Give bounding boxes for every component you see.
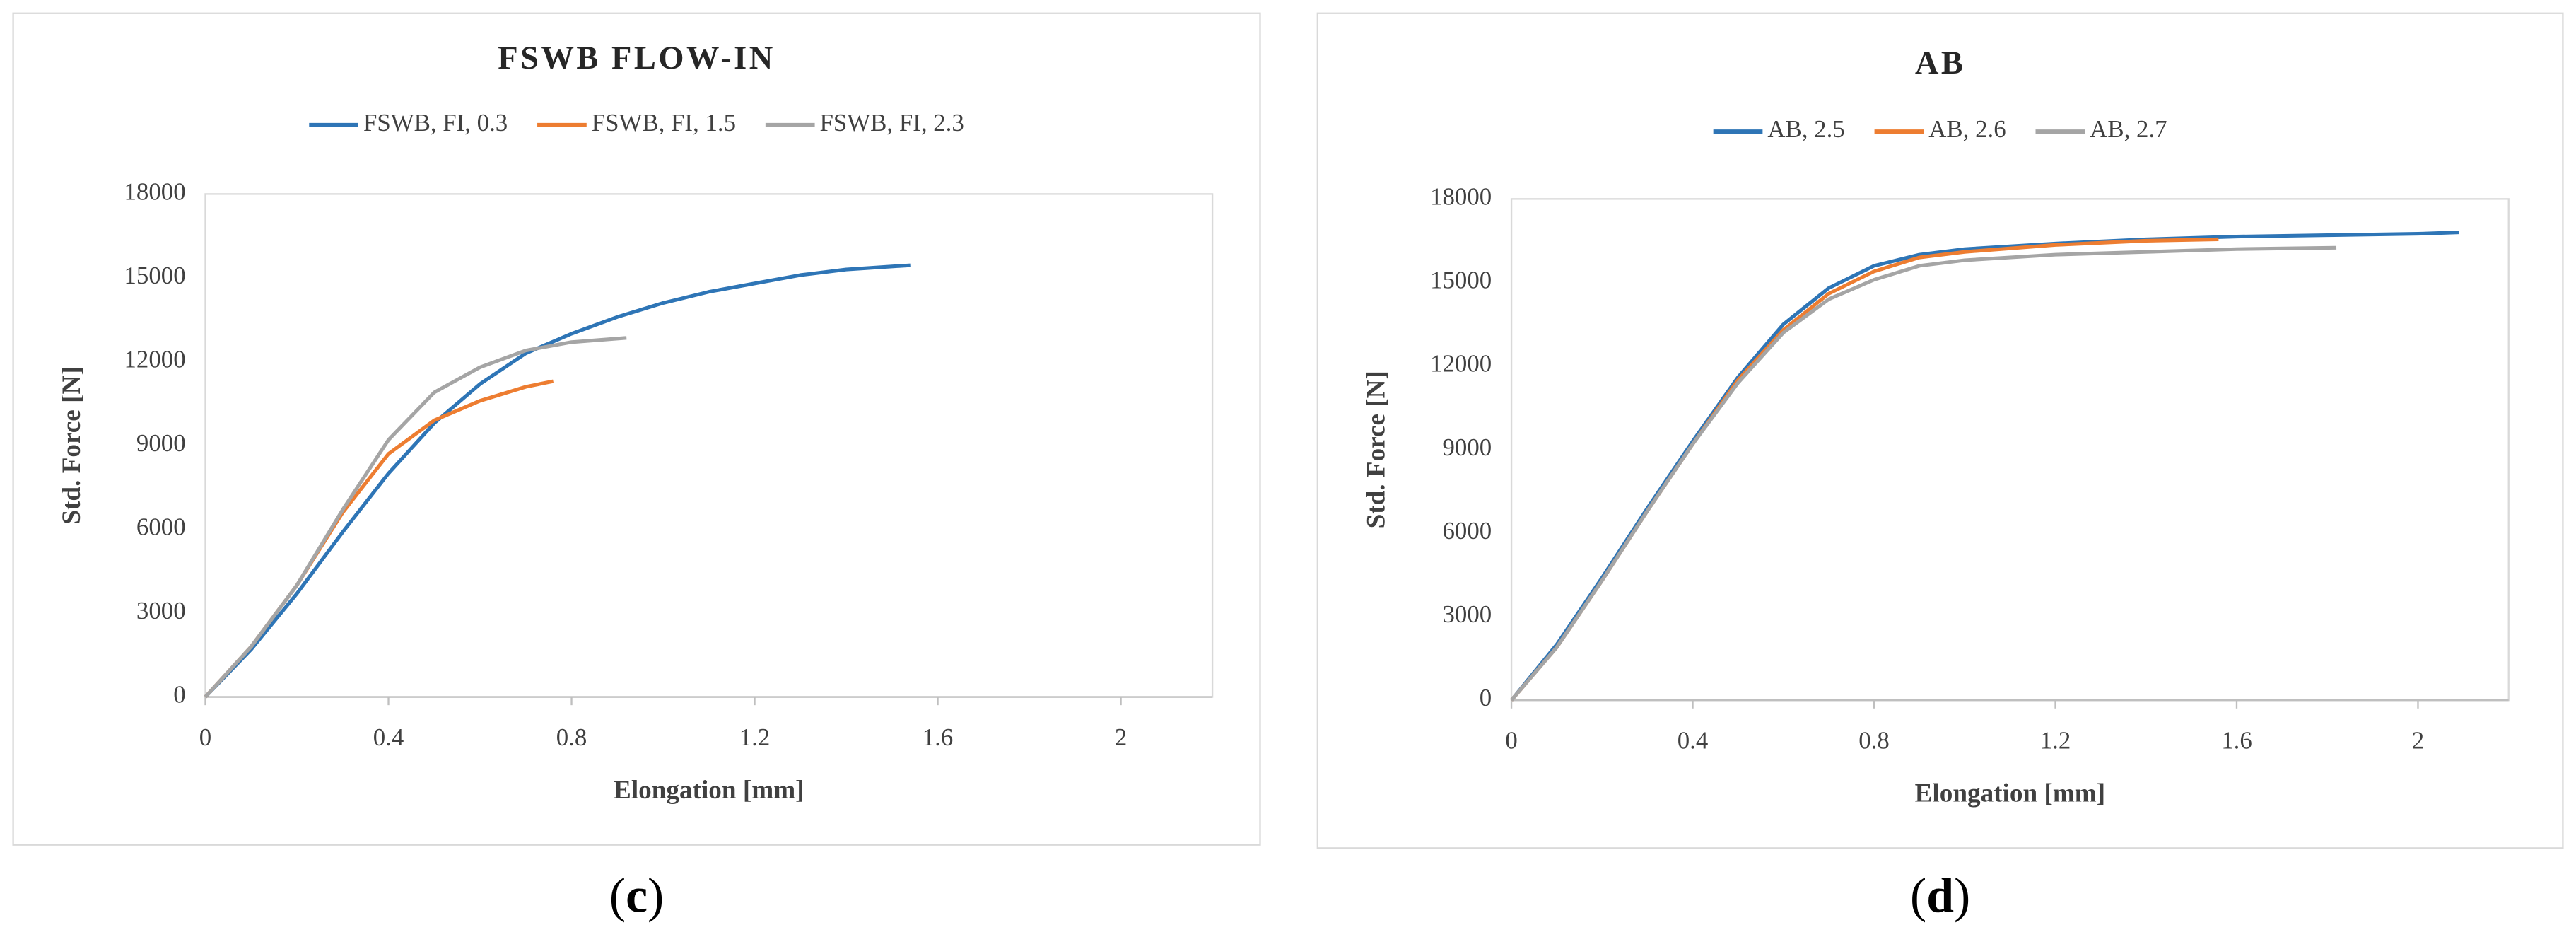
x-tick-label: 0.8 <box>556 723 587 751</box>
x-axis-label: Elongation [mm] <box>614 776 804 805</box>
y-tick-label: 3000 <box>136 597 186 624</box>
legend-label: AB, 2.6 <box>1928 115 2006 143</box>
legend-label: FSWB, FI, 1.5 <box>592 109 736 136</box>
x-tick-label: 2 <box>1115 723 1127 751</box>
panel-frame <box>12 12 1261 846</box>
legend-label: FSWB, FI, 0.3 <box>363 109 508 136</box>
caption-part: d <box>1926 869 1954 924</box>
caption-part: ) <box>1954 869 1970 924</box>
x-tick-label: 1.2 <box>2040 727 2071 755</box>
y-axis-label: Std. Force [N] <box>1362 371 1391 528</box>
y-tick-label: 6000 <box>1442 517 1492 545</box>
y-tick-label: 18000 <box>1430 182 1492 210</box>
y-tick-label: 15000 <box>1430 267 1492 294</box>
data-line <box>1510 245 2337 702</box>
x-tick-label: 0.4 <box>1678 727 1709 755</box>
y-tick-label: 3000 <box>1442 600 1492 628</box>
panel-frame <box>1316 12 2564 849</box>
y-tick-label: 12000 <box>124 345 186 373</box>
y-tick-label: 18000 <box>124 177 186 205</box>
caption-part: ( <box>609 869 626 924</box>
y-tick-label: 6000 <box>136 513 186 540</box>
y-tick-label: 9000 <box>136 429 186 457</box>
x-tick-label: 0 <box>199 723 211 751</box>
y-tick-label: 12000 <box>1430 350 1492 378</box>
x-tick-label: 1.2 <box>739 723 771 751</box>
caption-part: ) <box>648 869 664 924</box>
legend-label: FSWB, FI, 2.3 <box>820 109 964 136</box>
legend: FSWB, FI, 0.3 FSWB, FI, 1.5 FSWB, FI, 2.3 <box>309 109 964 136</box>
data-line <box>204 336 627 699</box>
legend-label: AB, 2.5 <box>1767 115 1844 143</box>
legend: AB, 2.5 AB, 2.6 AB, 2.7 <box>1713 115 2167 143</box>
x-axis-label: Elongation [mm] <box>1915 779 2105 808</box>
caption-part: ( <box>1910 869 1926 924</box>
caption-part: c <box>626 869 648 924</box>
x-tick-label: 2 <box>2412 727 2424 755</box>
y-tick-label: 15000 <box>124 262 186 289</box>
y-tick-label: 0 <box>173 681 185 709</box>
y-axis-label: Std. Force [N] <box>57 366 86 524</box>
y-tick-label: 9000 <box>1442 433 1492 461</box>
data-line <box>204 263 911 699</box>
caption: (d) <box>1910 869 1970 924</box>
y-tick-label: 0 <box>1480 684 1492 711</box>
x-tick-label: 0.4 <box>373 723 404 751</box>
chart-title: FSWB FLOW-IN <box>498 40 775 76</box>
x-tick-label: 1.6 <box>923 723 954 751</box>
x-tick-label: 1.6 <box>2221 727 2252 755</box>
x-tick-label: 0 <box>1505 727 1517 755</box>
chart-title: AB <box>1915 45 1966 81</box>
legend-label: AB, 2.7 <box>2090 115 2167 143</box>
x-tick-label: 0.8 <box>1858 727 1890 755</box>
caption: (c) <box>609 869 664 924</box>
